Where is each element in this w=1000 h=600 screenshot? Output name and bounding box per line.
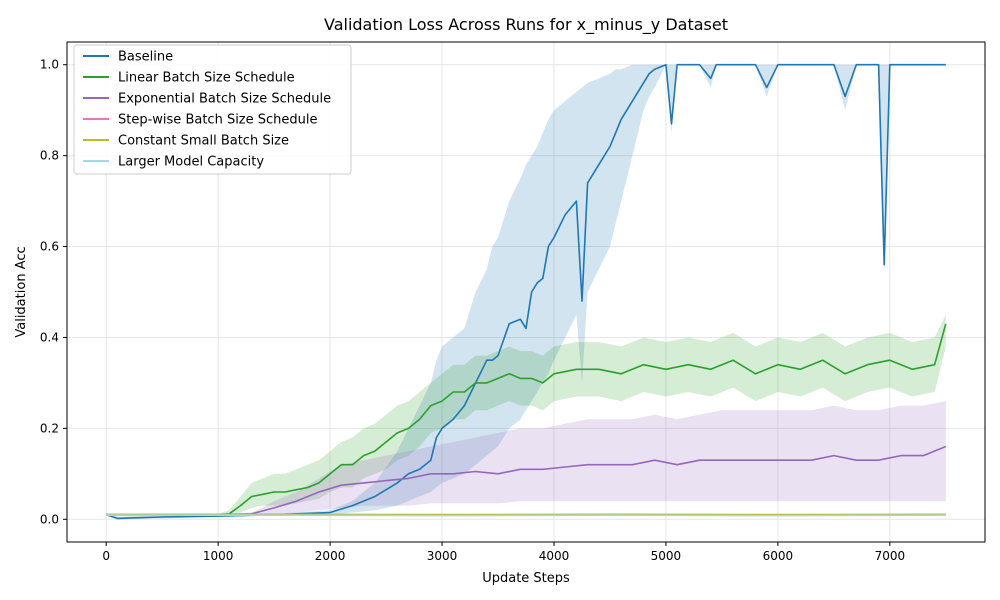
legend-entry[interactable]: Larger Model Capacity	[118, 155, 264, 170]
y-axis-label: Validation Acc	[14, 246, 29, 337]
x-tick-label: 7000	[875, 549, 906, 563]
band-series-0	[106, 64, 946, 520]
x-tick-label: 5000	[651, 549, 682, 563]
x-tick-label: 4000	[539, 549, 570, 563]
legend-box	[73, 44, 352, 175]
y-tick-label: 1.0	[40, 58, 59, 72]
x-axis-ticks: 0 1000 2000 3000 4000 5000 6000 7000	[102, 542, 905, 563]
band-series-2	[106, 401, 946, 516]
y-tick-label: 0.2	[40, 421, 59, 435]
legend-entry[interactable]: Exponential Batch Size Schedule	[118, 92, 331, 107]
x-tick-label: 2000	[315, 549, 346, 563]
legend-entry[interactable]: Step-wise Batch Size Schedule	[118, 113, 318, 128]
line-series-0	[105, 63, 946, 520]
plot-frame	[66, 41, 986, 543]
y-tick-label: 0.0	[40, 512, 59, 526]
legend-entry[interactable]: Constant Small Batch Size	[118, 134, 289, 149]
chart-title: Validation Loss Across Runs for x_minus_…	[324, 15, 728, 35]
x-axis-label: Update Steps	[482, 571, 570, 586]
confidence-bands	[106, 64, 946, 520]
y-tick-label: 0.6	[40, 240, 59, 254]
legend[interactable]: Baseline Linear Batch Size Schedule Expone…	[73, 44, 352, 175]
x-tick-label: 1000	[203, 549, 234, 563]
line-series-1	[106, 323, 947, 516]
y-tick-label: 0.8	[40, 149, 59, 163]
y-axis-ticks: 0.0 0.2 0.4 0.6 0.8 1.0	[40, 58, 67, 526]
legend-entry[interactable]: Linear Batch Size Schedule	[118, 71, 295, 86]
x-tick-label: 3000	[427, 549, 458, 563]
band-series-1	[106, 314, 946, 516]
y-tick-label: 0.4	[40, 330, 59, 344]
line-series-2	[106, 445, 947, 516]
legend-entry[interactable]: Baseline	[118, 50, 173, 65]
x-tick-label: 6000	[763, 549, 794, 563]
series-lines	[105, 63, 947, 520]
x-tick-label: 0	[102, 549, 110, 563]
